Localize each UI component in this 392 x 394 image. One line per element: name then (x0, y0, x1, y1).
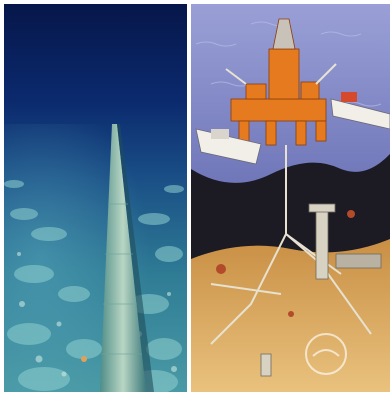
subsea-structure (260, 203, 382, 377)
subsea-markers (216, 210, 355, 317)
underwater-scene (4, 4, 187, 392)
rig-crane-left (225, 68, 247, 85)
small-fish (81, 356, 87, 362)
offshore-rig-illustration (191, 4, 390, 392)
pipeline-texture (101, 203, 142, 355)
rig-crane-right (315, 63, 337, 85)
pipeline-shadow (117, 124, 154, 392)
seal-watermark (305, 333, 347, 375)
offshore-scene (191, 4, 390, 392)
supply-ship-right (330, 92, 390, 130)
drilling-rig (230, 18, 327, 146)
pipeline (100, 124, 146, 392)
supply-ship-left (195, 128, 262, 165)
underwater-pipeline-photo (4, 4, 187, 392)
